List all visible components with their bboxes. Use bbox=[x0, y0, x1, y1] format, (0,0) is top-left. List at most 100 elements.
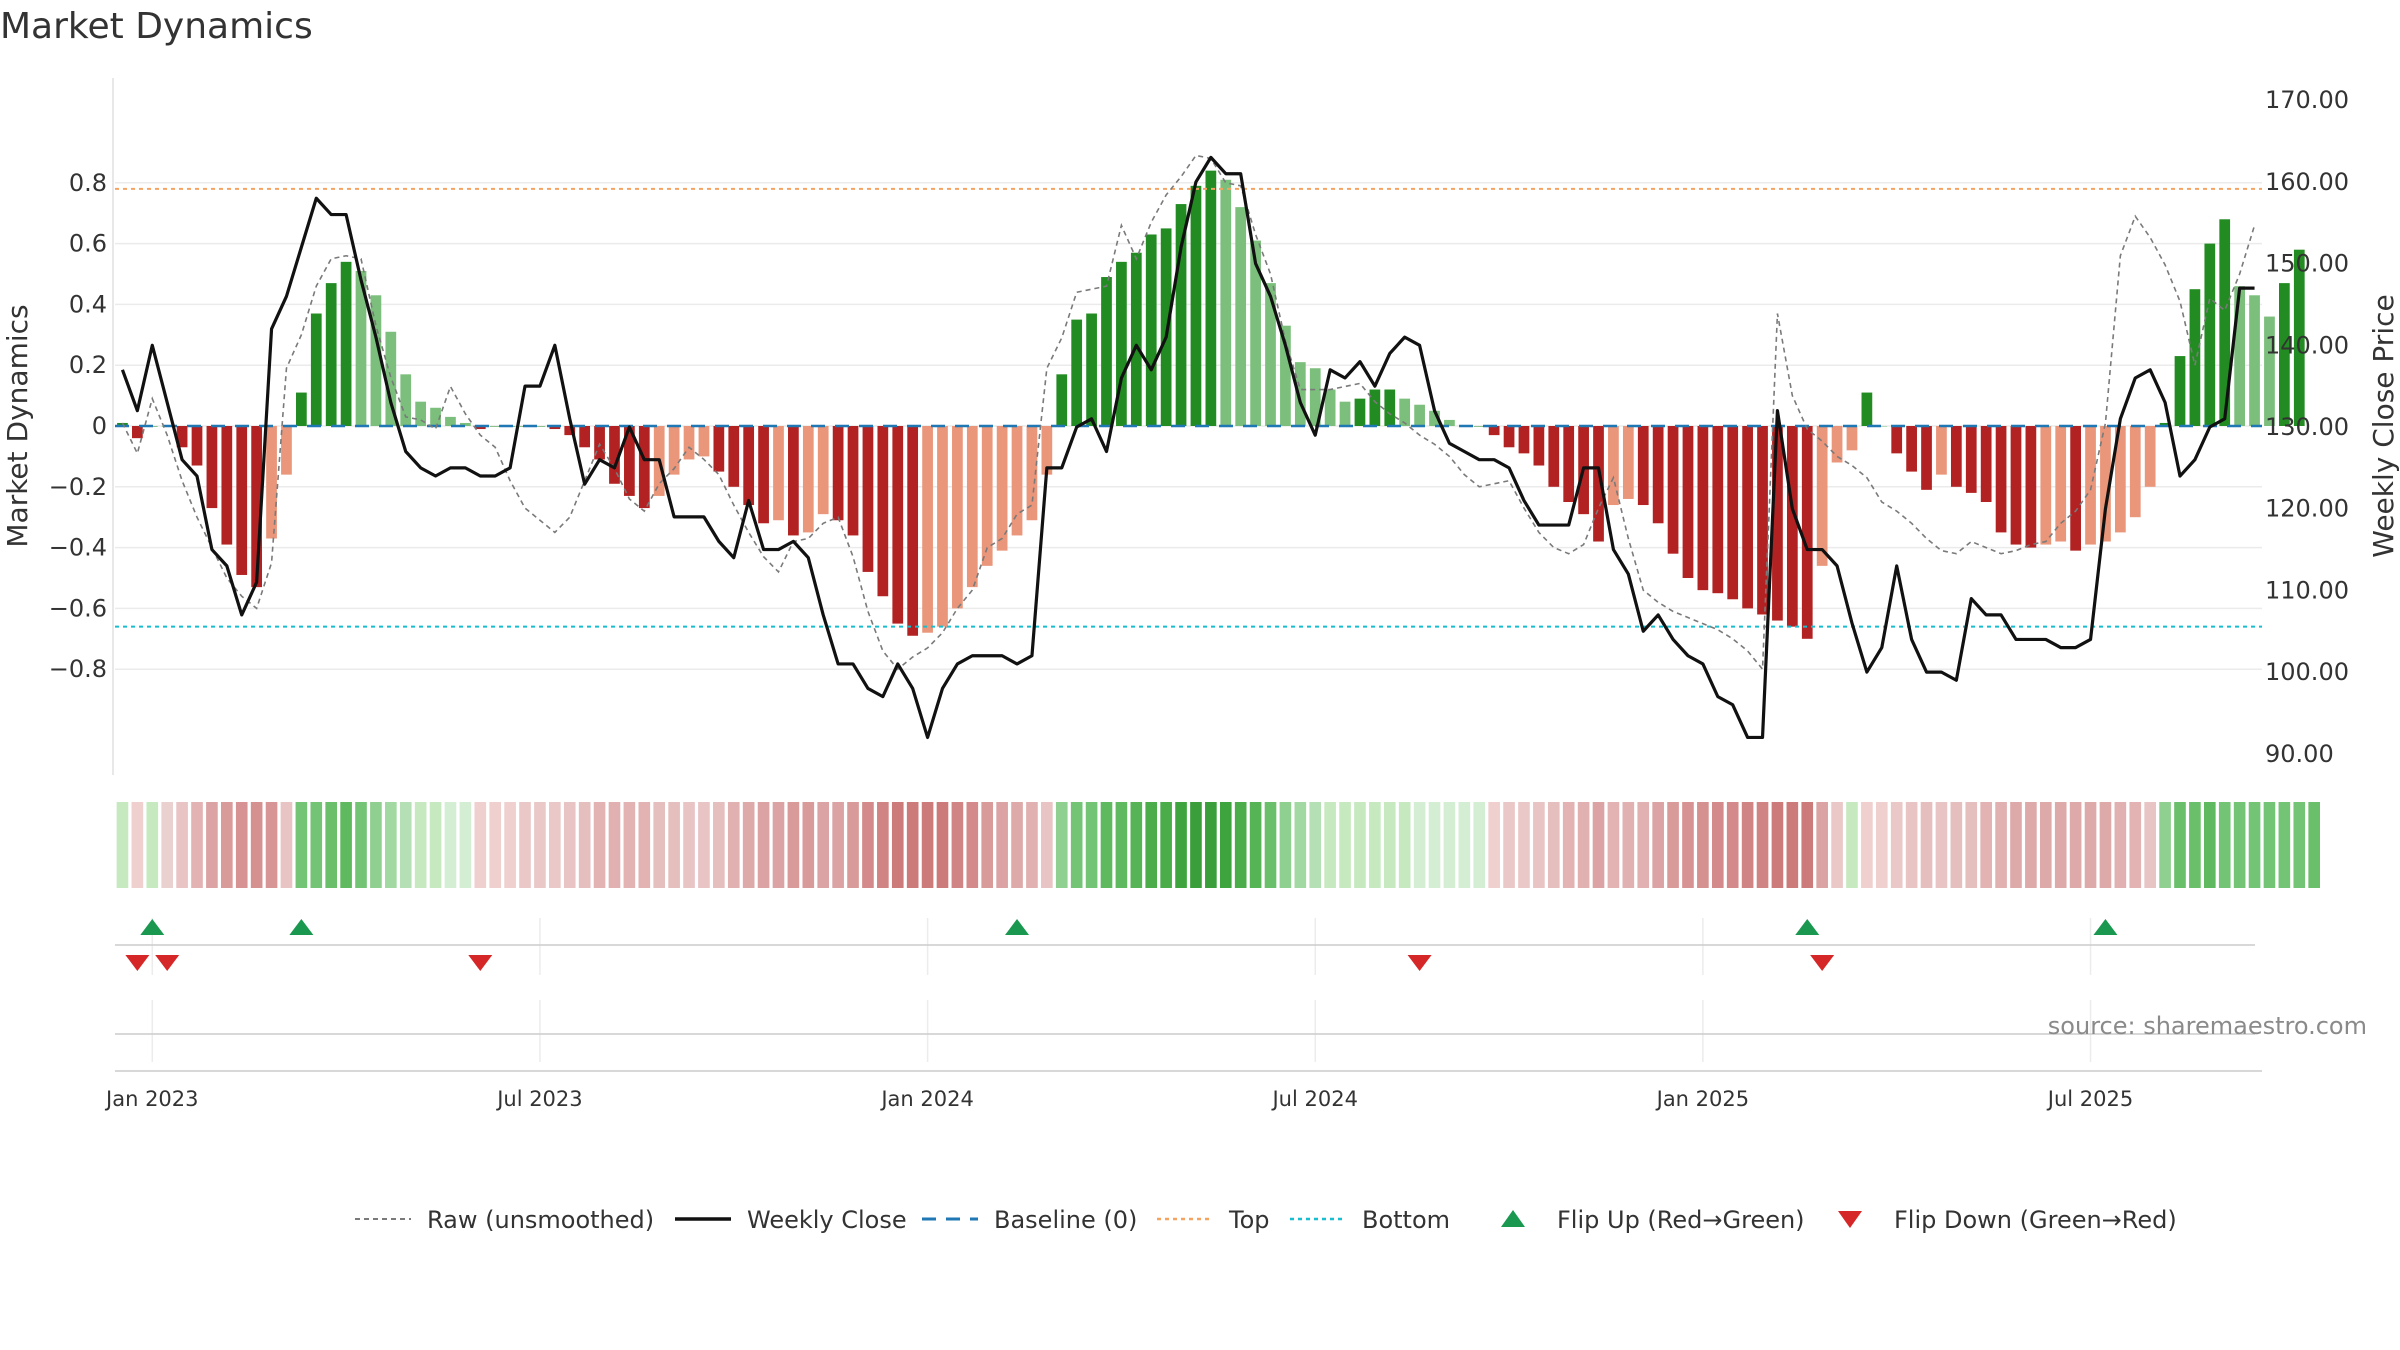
strip-cell bbox=[1175, 802, 1187, 888]
bar bbox=[1816, 426, 1828, 566]
bar bbox=[743, 426, 755, 506]
raw-line-layer bbox=[121, 154, 2256, 672]
bar bbox=[2189, 289, 2201, 426]
y2-tick-label: 160.00 bbox=[2265, 168, 2349, 196]
strip-cell bbox=[519, 802, 531, 888]
y-tick-label: −0.8 bbox=[49, 655, 107, 683]
bar bbox=[2264, 316, 2275, 426]
strip-cell bbox=[295, 802, 308, 888]
strip-cell bbox=[1518, 802, 1530, 888]
strip-cell bbox=[2129, 802, 2142, 888]
legend-item: Bottom bbox=[1290, 1206, 1450, 1234]
strip-cell bbox=[623, 802, 636, 888]
strip-cell bbox=[2218, 802, 2231, 888]
strip-cell bbox=[1100, 802, 1113, 888]
strip-cell bbox=[891, 802, 904, 888]
bar bbox=[1503, 426, 1515, 448]
bar bbox=[1041, 426, 1053, 475]
strip-cell bbox=[996, 802, 1008, 888]
bar bbox=[1757, 426, 1768, 615]
bar bbox=[2159, 422, 2171, 426]
strip-cell bbox=[1041, 802, 1053, 888]
strip-cell bbox=[2099, 802, 2112, 888]
bar bbox=[952, 426, 963, 609]
flip-down-marker bbox=[468, 955, 493, 971]
strip-cell bbox=[1920, 802, 1933, 888]
y-tick-label: −0.6 bbox=[49, 594, 107, 622]
bar bbox=[1145, 234, 1157, 426]
flip-down-marker bbox=[125, 955, 150, 971]
strip-cell bbox=[1667, 802, 1679, 888]
legend-label: Flip Up (Red→Green) bbox=[1557, 1206, 1805, 1234]
bar bbox=[1652, 426, 1664, 524]
strip-cell bbox=[578, 802, 591, 888]
bar bbox=[1339, 401, 1351, 426]
chart-title: Market Dynamics bbox=[0, 6, 313, 47]
strip-cell bbox=[1503, 802, 1515, 888]
strip-cell bbox=[1592, 802, 1605, 888]
strip-cell bbox=[608, 802, 621, 888]
strip-cell bbox=[1622, 802, 1635, 888]
bar bbox=[1473, 426, 1485, 427]
bar bbox=[251, 426, 262, 588]
strip-cell bbox=[2189, 802, 2201, 888]
bar bbox=[1175, 204, 1187, 426]
bar bbox=[1220, 179, 1232, 426]
strip-cell bbox=[1637, 802, 1650, 888]
strip-cell bbox=[280, 802, 293, 888]
bar bbox=[1533, 426, 1545, 466]
y-tick-label: 0.8 bbox=[69, 169, 107, 197]
bar bbox=[788, 426, 799, 536]
y2-tick-label: 130.00 bbox=[2265, 413, 2349, 441]
strip-cell bbox=[713, 802, 725, 888]
bar bbox=[2100, 426, 2111, 542]
strip-cell bbox=[1324, 802, 1336, 888]
strip-cell bbox=[2069, 802, 2082, 888]
strip-cell bbox=[1875, 802, 1888, 888]
bar bbox=[355, 270, 367, 426]
bar bbox=[1429, 410, 1440, 426]
bar bbox=[1205, 170, 1217, 426]
flip-down-marker bbox=[1810, 955, 1835, 971]
bar bbox=[609, 426, 620, 484]
bar bbox=[922, 426, 933, 633]
strip-cell bbox=[2039, 802, 2052, 888]
bar bbox=[713, 426, 725, 472]
strip-cell bbox=[116, 802, 129, 888]
bar bbox=[1265, 283, 1276, 426]
legend-item: Top bbox=[1157, 1206, 1270, 1234]
strip-cell bbox=[2293, 802, 2306, 888]
y2-tick-label: 90.00 bbox=[2265, 740, 2334, 768]
bar bbox=[1160, 228, 1172, 426]
bar bbox=[802, 426, 814, 533]
strip-cell bbox=[1846, 802, 1858, 888]
bar bbox=[2085, 426, 2096, 545]
bar bbox=[1742, 426, 1753, 609]
bar bbox=[2114, 426, 2126, 533]
legend-label: Flip Down (Green→Red) bbox=[1894, 1206, 2177, 1234]
strip-cell bbox=[2025, 802, 2037, 888]
strip-cell bbox=[1547, 802, 1560, 888]
bar bbox=[2070, 426, 2081, 551]
bar bbox=[2040, 426, 2052, 545]
weekly-close-line bbox=[120, 155, 2255, 740]
strip-cell bbox=[399, 802, 412, 888]
strip-cell bbox=[1219, 802, 1232, 888]
bar bbox=[176, 426, 188, 448]
bar bbox=[534, 426, 546, 427]
strip-cell bbox=[1816, 802, 1828, 888]
bar bbox=[1563, 426, 1575, 502]
bar bbox=[1086, 313, 1097, 426]
bar bbox=[579, 426, 591, 448]
strip-cell bbox=[1264, 802, 1277, 888]
bar bbox=[1682, 426, 1694, 578]
bar bbox=[1593, 426, 1604, 542]
bar bbox=[2055, 426, 2067, 542]
bar bbox=[1354, 398, 1366, 426]
bar bbox=[2174, 356, 2186, 426]
x-tick-label: Jan 2024 bbox=[879, 1087, 974, 1111]
flip-down-marker bbox=[1407, 955, 1432, 971]
legend: Raw (unsmoothed) Weekly Close Baseline (0)… bbox=[355, 1206, 2177, 1234]
bar bbox=[400, 374, 412, 426]
